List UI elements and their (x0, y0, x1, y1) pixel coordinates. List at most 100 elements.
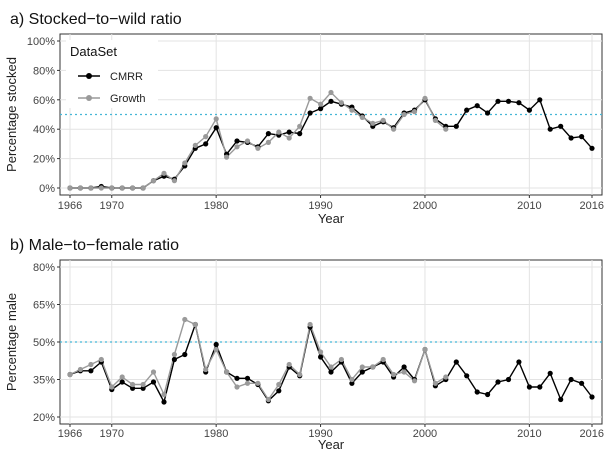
data-point-cmrr (359, 369, 365, 375)
data-point-growth (130, 381, 136, 388)
y-tick-label: 0% (39, 183, 55, 195)
data-point-growth (328, 89, 334, 96)
data-point-cmrr (505, 376, 512, 383)
data-point-growth (244, 380, 251, 386)
x-tick-label: 2000 (413, 200, 437, 212)
data-point-growth (411, 378, 418, 384)
y-tick-label: 40% (33, 124, 55, 136)
data-point-growth (318, 101, 324, 107)
data-point-cmrr (453, 359, 459, 365)
x-tick-label: 1990 (308, 428, 332, 440)
data-point-growth (432, 117, 438, 123)
data-point-growth (307, 321, 313, 328)
panel-title: b) Male−to−female ratio (10, 237, 179, 254)
x-tick-label: 2016 (580, 428, 604, 440)
data-point-growth (150, 369, 157, 375)
x-tick-label: 1966 (58, 200, 82, 212)
data-point-cmrr (318, 354, 324, 360)
data-point-cmrr (150, 379, 157, 385)
data-point-growth (401, 111, 407, 118)
data-point-growth (443, 374, 449, 380)
data-point-growth (422, 95, 428, 101)
data-point-growth (265, 396, 271, 403)
y-tick-label: 80% (33, 65, 55, 77)
data-point-cmrr (505, 98, 512, 104)
x-tick-label: 2010 (517, 428, 541, 440)
data-point-growth (192, 142, 198, 148)
data-point-cmrr (495, 98, 501, 104)
data-point-growth (338, 356, 344, 363)
data-point-growth (234, 384, 240, 390)
data-point-cmrr (453, 123, 459, 129)
legend-key-point (86, 95, 92, 101)
data-point-growth (182, 316, 188, 323)
data-point-growth (432, 380, 438, 386)
data-point-cmrr (547, 126, 553, 132)
data-point-cmrr (265, 131, 271, 137)
legend: DataSet CMRR Growth (66, 40, 158, 108)
x-tick-label: 1966 (58, 428, 82, 440)
data-point-growth (88, 185, 94, 191)
x-tick-label: 2000 (413, 428, 437, 440)
data-point-cmrr (234, 138, 240, 144)
data-point-growth (380, 117, 386, 123)
x-tick-label: 1970 (100, 428, 124, 440)
data-point-growth (286, 361, 292, 368)
data-point-growth (150, 178, 157, 184)
data-point-growth (182, 160, 188, 166)
data-point-growth (119, 374, 125, 380)
data-point-cmrr (203, 141, 209, 147)
data-point-growth (349, 107, 355, 113)
data-point-growth (98, 356, 104, 363)
data-point-cmrr (161, 399, 167, 405)
y-tick-label: 20% (33, 154, 55, 166)
data-point-growth (109, 384, 115, 390)
data-point-growth (171, 178, 177, 184)
x-tick-label: 2010 (517, 200, 541, 212)
y-tick-label: 20% (33, 412, 55, 424)
data-point-growth (276, 129, 282, 135)
data-point-growth (161, 391, 167, 398)
data-point-cmrr (244, 375, 251, 381)
data-point-cmrr (516, 359, 522, 365)
x-tick-label: 1980 (204, 200, 228, 212)
data-point-growth (140, 185, 146, 191)
data-point-cmrr (234, 375, 240, 381)
legend-background (66, 40, 158, 108)
data-point-growth (443, 126, 449, 132)
data-point-growth (140, 381, 146, 388)
y-tick-label: 35% (33, 375, 55, 387)
data-point-cmrr (318, 106, 324, 112)
data-point-growth (161, 170, 167, 176)
panel-title: a) Stocked−to−wild ratio (10, 11, 182, 28)
x-tick-label: 2016 (580, 200, 604, 212)
data-point-growth (401, 369, 407, 375)
data-point-cmrr (171, 356, 177, 363)
data-point-cmrr (119, 379, 125, 385)
data-point-cmrr (589, 394, 595, 400)
data-point-growth (119, 185, 125, 191)
data-point-cmrr (558, 123, 564, 129)
data-point-growth (244, 138, 251, 144)
data-point-growth (203, 366, 209, 373)
data-point-growth (411, 109, 418, 115)
data-point-growth (297, 123, 303, 129)
data-point-growth (255, 380, 261, 386)
data-point-growth (255, 145, 261, 151)
x-tick-label: 1980 (204, 428, 228, 440)
y-tick-label: 100% (27, 36, 55, 48)
data-point-growth (192, 321, 198, 328)
data-point-growth (213, 116, 219, 122)
data-point-growth (224, 369, 230, 375)
legend-title: DataSet (70, 44, 117, 59)
data-point-cmrr (140, 385, 146, 391)
data-point-cmrr (474, 389, 480, 395)
data-point-growth (265, 139, 271, 145)
data-point-cmrr (589, 145, 595, 151)
data-point-growth (328, 364, 334, 370)
y-axis-label: Percentage male (4, 293, 19, 391)
data-point-growth (109, 185, 115, 191)
data-point-cmrr (464, 373, 470, 379)
data-point-cmrr (213, 125, 219, 131)
